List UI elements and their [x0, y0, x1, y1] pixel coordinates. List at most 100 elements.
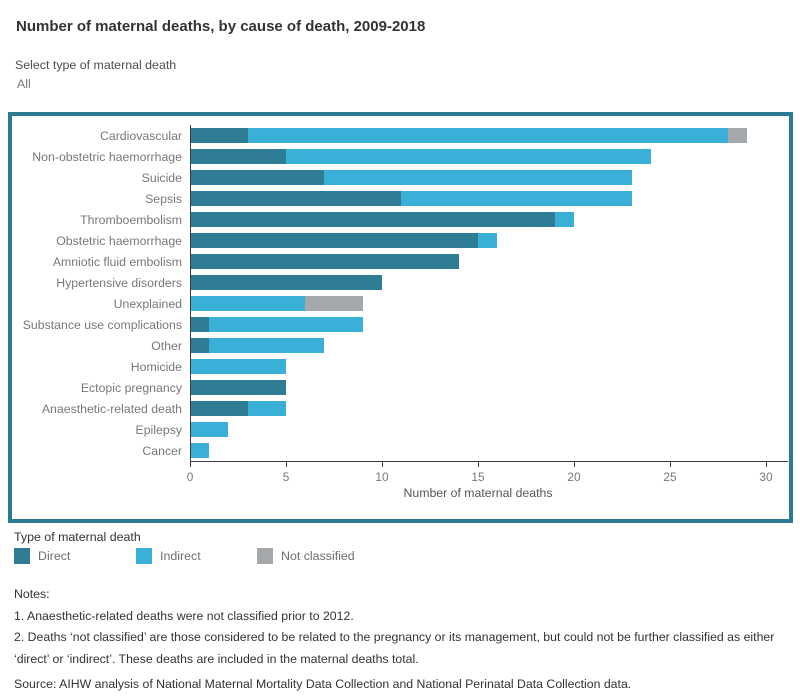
- x-tick-label: 5: [282, 470, 290, 484]
- bar-segment[interactable]: [209, 338, 325, 353]
- category-label: Thromboembolism: [80, 212, 182, 227]
- x-tick-label: 15: [471, 470, 485, 484]
- stacked-bar: [190, 233, 498, 248]
- legend-label: Indirect: [160, 549, 201, 563]
- bar-segment[interactable]: [190, 170, 325, 185]
- stacked-bar: [190, 401, 286, 416]
- legend-label: Not classified: [281, 549, 355, 563]
- legend-swatch: [14, 548, 30, 564]
- x-tick-label: 30: [759, 470, 773, 484]
- category-label: Cancer: [142, 443, 182, 458]
- x-tick: [190, 462, 191, 467]
- bar-row: Thromboembolism: [12, 209, 789, 230]
- bar-row: Suicide: [12, 167, 789, 188]
- bar-segment[interactable]: [727, 128, 747, 143]
- category-label: Sepsis: [145, 191, 182, 206]
- stacked-bar: [190, 317, 363, 332]
- bar-row: Other: [12, 335, 789, 356]
- stacked-bar: [190, 275, 382, 290]
- bar-segment[interactable]: [324, 170, 632, 185]
- bar-segment[interactable]: [190, 338, 210, 353]
- category-label: Unexplained: [113, 296, 182, 311]
- bar-row: Substance use complications: [12, 314, 789, 335]
- bar-row: Cancer: [12, 440, 789, 461]
- category-label: Suicide: [141, 170, 182, 185]
- stacked-bar: [190, 254, 459, 269]
- stacked-bar: [190, 191, 632, 206]
- category-label: Amniotic fluid embolism: [52, 254, 182, 269]
- stacked-bar: [190, 170, 632, 185]
- bar-segment[interactable]: [190, 275, 382, 290]
- x-tick-label: 0: [186, 470, 194, 484]
- bar-segment[interactable]: [477, 233, 498, 248]
- notes-block: Notes: 1. Anaesthetic-related deaths wer…: [14, 584, 799, 670]
- category-label: Ectopic pregnancy: [80, 380, 182, 395]
- notes-label: Notes:: [14, 587, 50, 601]
- bar-segment[interactable]: [247, 401, 286, 416]
- bar-segment[interactable]: [190, 212, 555, 227]
- category-label: Hypertensive disorders: [56, 275, 182, 290]
- category-label: Substance use complications: [22, 317, 182, 332]
- bar-segment[interactable]: [285, 149, 651, 164]
- bar-row: Obstetric haemorrhage: [12, 230, 789, 251]
- x-tick-label: 20: [567, 470, 581, 484]
- category-label: Anaesthetic-related death: [41, 401, 182, 416]
- x-tick-label: 10: [375, 470, 389, 484]
- legend-swatch: [257, 548, 273, 564]
- x-axis-title: Number of maternal deaths: [403, 486, 553, 500]
- bar-segment[interactable]: [190, 380, 286, 395]
- stacked-bar: [190, 296, 363, 311]
- x-tick: [381, 462, 383, 467]
- stacked-bar: [190, 149, 651, 164]
- filter-label: Select type of maternal death: [15, 58, 177, 72]
- bar-row: Ectopic pregnancy: [12, 377, 789, 398]
- bar-segment[interactable]: [554, 212, 574, 227]
- filter-dropdown[interactable]: All: [17, 77, 31, 91]
- bar-segment[interactable]: [247, 128, 728, 143]
- bar-row: Hypertensive disorders: [12, 272, 789, 293]
- legend-item[interactable]: Indirect: [136, 548, 201, 564]
- stacked-bar: [190, 128, 747, 143]
- bar-row: Cardiovascular: [12, 125, 789, 146]
- x-tick: [765, 462, 767, 467]
- y-axis-line: [190, 125, 191, 461]
- chart-frame: Cardiovascular Non-obstetric haemorrhage S…: [8, 112, 793, 523]
- bar-segment[interactable]: [190, 233, 478, 248]
- stacked-bar: [190, 212, 574, 227]
- legend-item[interactable]: Direct: [14, 548, 70, 564]
- note-line: 2. Deaths ‘not classified’ are those con…: [14, 630, 775, 666]
- bar-row: Homicide: [12, 356, 789, 377]
- bar-row: Unexplained: [12, 293, 789, 314]
- bar-segment[interactable]: [190, 191, 402, 206]
- bar-row: Sepsis: [12, 188, 789, 209]
- category-label: Epilepsy: [135, 422, 182, 437]
- category-label: Cardiovascular: [99, 128, 182, 143]
- bar-segment[interactable]: [190, 254, 459, 269]
- bar-row: Amniotic fluid embolism: [12, 251, 789, 272]
- bar-segment[interactable]: [190, 401, 248, 416]
- x-tick: [285, 462, 287, 467]
- x-tick: [669, 462, 671, 467]
- bar-segment[interactable]: [305, 296, 363, 311]
- x-tick: [477, 462, 479, 467]
- bar-row: Epilepsy: [12, 419, 789, 440]
- bar-segment[interactable]: [190, 149, 286, 164]
- stacked-bar: [190, 359, 286, 374]
- category-label: Non-obstetric haemorrhage: [32, 149, 182, 164]
- bar-row: Non-obstetric haemorrhage: [12, 146, 789, 167]
- category-label: Other: [151, 338, 182, 353]
- stacked-bar: [190, 338, 325, 353]
- bar-segment[interactable]: [190, 296, 306, 311]
- bar-segment[interactable]: [190, 422, 229, 437]
- page-title: Number of maternal deaths, by cause of d…: [16, 18, 426, 35]
- bar-rows: Cardiovascular Non-obstetric haemorrhage S…: [12, 125, 789, 461]
- legend-item[interactable]: Not classified: [257, 548, 355, 564]
- source-text: Source: AIHW analysis of National Matern…: [14, 677, 632, 691]
- bar-segment[interactable]: [190, 443, 210, 458]
- bar-segment[interactable]: [190, 317, 210, 332]
- bar-segment[interactable]: [190, 128, 248, 143]
- bar-segment[interactable]: [401, 191, 632, 206]
- bar-segment[interactable]: [190, 359, 286, 374]
- bar-segment[interactable]: [209, 317, 363, 332]
